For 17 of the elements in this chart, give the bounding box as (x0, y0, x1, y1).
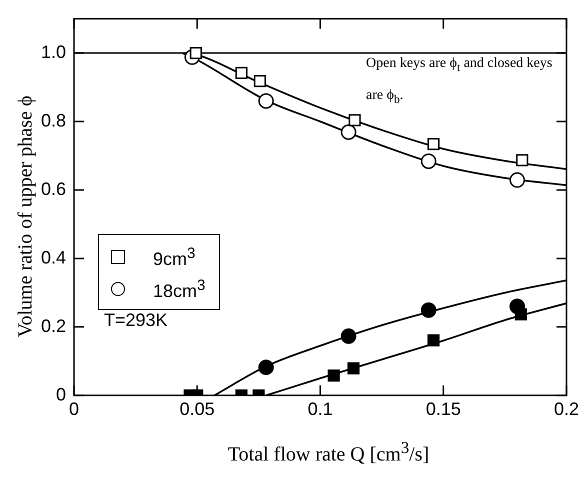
y-axis-title: Volume ratio of upper phase ϕ (14, 94, 38, 340)
y-tick-label: 0.2 (40, 316, 66, 336)
y-tick-label: 0 (56, 384, 66, 404)
x-tick-label: 0.1 (308, 399, 333, 420)
x-tick-label: 0 (68, 399, 80, 420)
y-tick-label: 1.0 (40, 42, 66, 62)
annotation: T=293K (104, 310, 168, 331)
text: Open keys are ϕ$_{t}$ and closed keys are ϕ$_{b}$. (366, 56, 552, 106)
x-tick-label: 0.2 (554, 399, 580, 420)
legend-label: 18cm$^{3}$ (153, 276, 206, 302)
y-tick-label: 0.6 (40, 178, 66, 199)
y-tick-label: 0.8 (40, 110, 66, 130)
x-tick-label: 0.05 (180, 399, 215, 420)
x-tick-label: 0.15 (426, 399, 461, 420)
x-axis-title: Total flow rate Q [cm$^{3}$/s] (226, 438, 430, 467)
y-tick-label: 0.4 (40, 247, 66, 268)
legend-label: 9cm$^{3}$ (153, 244, 196, 270)
